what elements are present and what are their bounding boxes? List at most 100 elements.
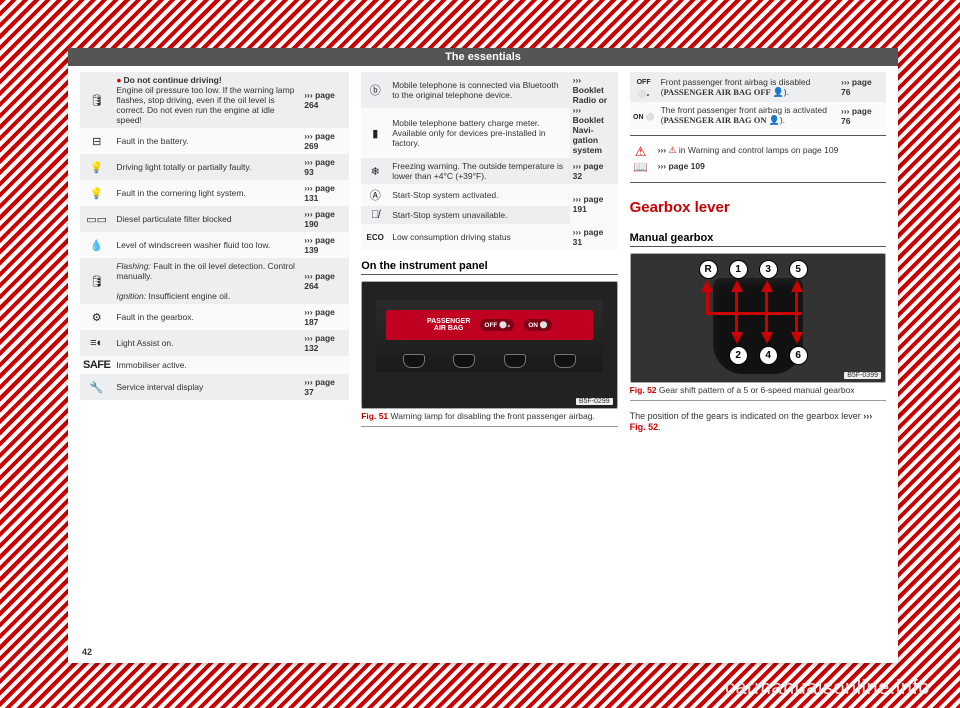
page-ref: ››› page 132	[301, 330, 349, 356]
book-ref-line: ››› page 109	[658, 161, 705, 171]
airbag-label: PASSENGERAIR BAG	[427, 318, 470, 332]
page-ref: ››› page 76	[838, 102, 886, 129]
warning-icon: Ⓐ̸	[361, 206, 389, 224]
dial-row	[388, 354, 590, 368]
warning-icon: 💧	[80, 232, 113, 258]
airbag-off-badge: OFF ⚪₂	[480, 319, 514, 331]
table-row: ≡◐ Light Assist on. ››› page 132	[80, 330, 349, 356]
figure-caption-text: Gear shift pattern of a 5 or 6-speed man…	[659, 385, 855, 395]
page-header: The essentials	[68, 48, 898, 66]
warning-icon: Ⓐ	[361, 184, 389, 206]
page-ref: ››› Booklet Radio or ››› Booklet Navi­ga…	[570, 72, 618, 158]
warning-desc: Fault in the battery.	[113, 128, 301, 154]
gear-v-line	[765, 292, 768, 334]
gear-arrow	[761, 280, 773, 292]
columns: 🛢 Do not continue driving!Engine oil pre…	[80, 72, 886, 434]
page-ref: ››› page 191	[570, 184, 618, 224]
gearbox-body-text: The position of the gears is indicated o…	[630, 411, 886, 434]
table-row: Ⓐ Start-Stop system activated.››› page 1…	[361, 184, 617, 206]
table-row: 🔧 Service interval display ››› page 37	[80, 374, 349, 400]
table-row: ❄ Freezing warning. The outside temperat…	[361, 158, 617, 184]
page-ref: ››› page 32	[570, 158, 618, 184]
warning-table-1: 🛢 Do not continue driving!Engine oil pre…	[80, 72, 349, 400]
dial	[504, 354, 526, 368]
warning-icon: ❄	[361, 158, 389, 184]
page-ref: ››› page 76	[838, 72, 886, 102]
warning-desc: The front passenger front airbag is acti…	[658, 102, 838, 129]
page-ref: ››› page 264	[301, 258, 349, 304]
figure-52-caption: Fig. 52 Gear shift pattern of a 5 or 6-s…	[630, 385, 886, 401]
warning-icon: ▭▭	[80, 206, 113, 232]
airbag-indicator-slot: PASSENGERAIR BAG OFF ⚪₂ ON ⚪	[386, 310, 592, 340]
section-instrument-panel: On the instrument panel	[361, 260, 617, 275]
page-ref: ››› page 269	[301, 128, 349, 154]
warning-icon: ▮	[361, 108, 389, 158]
warning-desc: Diesel particulate filter blocked	[113, 206, 301, 232]
warning-desc: Start-Stop system activated.	[389, 184, 569, 206]
page-ref: ››› page 93	[301, 154, 349, 180]
warning-icon: ⊟	[80, 128, 113, 154]
warning-desc: Fault in the gearbox.	[113, 304, 301, 330]
dial	[453, 354, 475, 368]
warning-desc: Freezing warning. The outside temperatur…	[389, 158, 569, 184]
warning-icon: ⚙	[80, 304, 113, 330]
warning-table-3: OFF ⚪₂ Front passenger front airbag is d…	[630, 72, 886, 129]
figure-label: B5F-0399	[844, 372, 881, 379]
warning-triangle-icon: ⚠	[630, 145, 652, 158]
page-ref: ››› page 139	[301, 232, 349, 258]
warning-icon: SAFE	[80, 356, 113, 374]
warning-icon: OFF ⚪₂	[630, 72, 658, 102]
page-ref: ››› page 37	[301, 374, 349, 400]
gear-h-line	[706, 312, 802, 315]
table-row: ECO Low consumption driving status››› pa…	[361, 224, 617, 250]
ref-arrows: ›››	[863, 411, 872, 421]
page: The essentials 🛢 Do not continue driving…	[68, 48, 898, 663]
warning-desc: Light Assist on.	[113, 330, 301, 356]
cross-reference-box: ⚠ ››› ⚠ in Warning and control lamps on …	[630, 135, 886, 183]
airbag-on-badge: ON ⚪	[524, 319, 552, 331]
gear-4: 4	[759, 346, 778, 365]
table-row: OFF ⚪₂ Front passenger front airbag is d…	[630, 72, 886, 102]
warning-desc: Fault in the cornering light system.	[113, 180, 301, 206]
page-ref: ››› page 187	[301, 304, 349, 330]
gear-arrow	[791, 280, 803, 292]
gear-v-line	[706, 292, 709, 314]
book-icon: 📖	[630, 161, 652, 173]
page-number: 42	[82, 647, 92, 657]
figure-52: R 1 3 5 2 4 6 B5F-	[630, 253, 886, 383]
warning-desc: Immobiliser active.	[113, 356, 301, 374]
warning-icon: ECO	[361, 224, 389, 250]
gear-arrow	[701, 280, 713, 292]
warning-icon: ⓑ	[361, 72, 389, 108]
table-row: 💡 Fault in the cornering light system. ›…	[80, 180, 349, 206]
table-row: 🛢 Do not continue driving!Engine oil pre…	[80, 72, 349, 128]
page-ref: ››› page 264	[301, 72, 349, 128]
figure-label: B5F-0299	[576, 398, 613, 405]
warning-desc: Do not continue driving!Engine oil press…	[113, 72, 301, 128]
warning-desc: Front passenger front airbag is disabled…	[658, 72, 838, 102]
gear-arrow	[731, 280, 743, 292]
gearbox-lever-heading: Gearbox lever	[630, 199, 886, 216]
table-row: 🛢 Flashing: Fault in the oil level detec…	[80, 258, 349, 304]
warning-icon: 🛢	[80, 258, 113, 304]
warning-icon: ≡◐	[80, 330, 113, 356]
figure-51-caption: Fig. 51 Warning lamp for disabling the f…	[361, 411, 617, 427]
warning-icon: 💡	[80, 154, 113, 180]
table-row: 💧 Level of windscreen washer fluid too l…	[80, 232, 349, 258]
table-row: ⓑ Mobile telephone is connected via Blue…	[361, 72, 617, 108]
warning-desc: Mobile telephone battery charge meter. A…	[389, 108, 569, 158]
dashboard-panel: PASSENGERAIR BAG OFF ⚪₂ ON ⚪	[376, 300, 602, 372]
figure-caption-text: Warning lamp for disabling the front pas…	[391, 411, 595, 421]
figure-number: Fig. 51	[361, 411, 388, 421]
column-1: 🛢 Do not continue driving!Engine oil pre…	[80, 72, 349, 434]
gear-v-line	[795, 292, 798, 334]
warning-icon: 💡	[80, 180, 113, 206]
gear-3: 3	[759, 260, 778, 279]
table-row: ⊟ Fault in the battery. ››› page 269	[80, 128, 349, 154]
page-ref: ››› page 190	[301, 206, 349, 232]
warning-desc: Flashing: Fault in the oil level detecti…	[113, 258, 301, 304]
warning-table-2: ⓑ Mobile telephone is connected via Blue…	[361, 72, 617, 250]
gear-1: 1	[729, 260, 748, 279]
gear-6: 6	[789, 346, 808, 365]
table-row: ▭▭ Diesel particulate filter blocked ›››…	[80, 206, 349, 232]
